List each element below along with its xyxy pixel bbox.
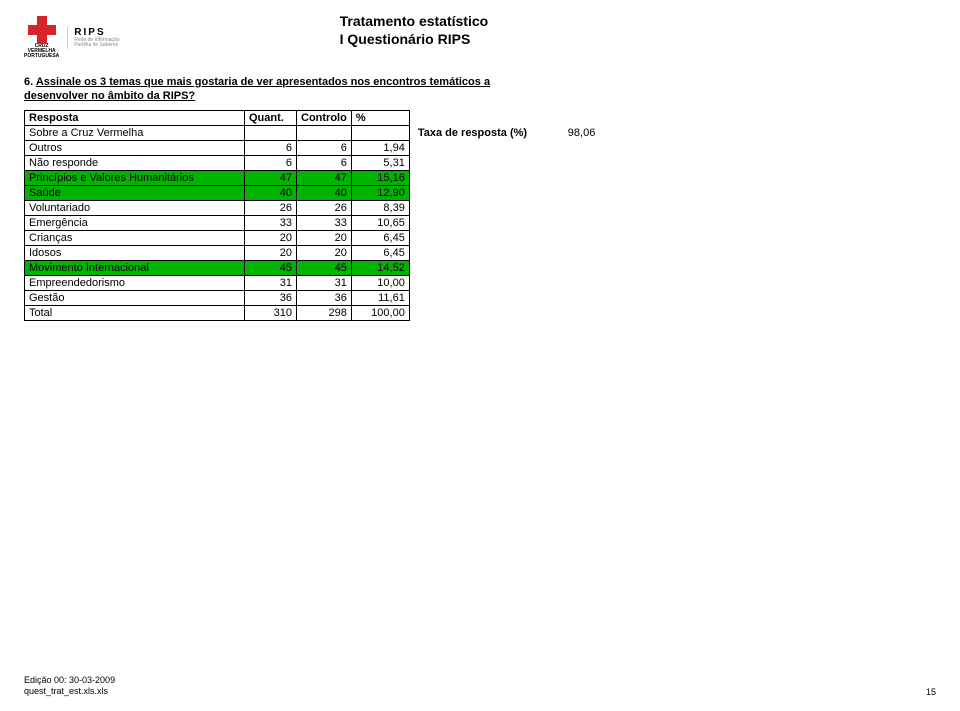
table-header-row: Resposta Quant. Controlo % [25,110,600,125]
cell-label: Idosos [25,245,245,260]
cell-controlo: 20 [297,245,352,260]
cell-controlo: 26 [297,200,352,215]
footer: Edição 00: 30-03-2009 quest_trat_est.xls… [24,675,115,697]
table-row: Crianças20206,45 [25,230,600,245]
cell-pct: 6,45 [351,230,409,245]
cell-quant: 6 [245,155,297,170]
cell-controlo: 6 [297,140,352,155]
rips-sub2: Partilha de Saberes [74,43,119,49]
cell-label: Saúde [25,185,245,200]
side-label: Taxa de resposta (%) [409,125,549,140]
cell-quant: 26 [245,200,297,215]
cell-quant: 20 [245,245,297,260]
cell-pct: 11,61 [351,290,409,305]
cell-quant: 33 [245,215,297,230]
cell-pct [351,125,409,140]
cell-label: Outros [25,140,245,155]
table-row: Outros661,94 [25,140,600,155]
question-text: 6. Assinale os 3 temas que mais gostaria… [24,75,740,104]
table-row: Princípios e Valores Humanitários474715,… [25,170,600,185]
cell-label: Movimento Internacional [25,260,245,275]
table-row: Não responde665,31 [25,155,600,170]
cell-controlo: 20 [297,230,352,245]
footer-filename: quest_trat_est.xls.xls [24,686,115,697]
content-area: 6. Assinale os 3 temas que mais gostaria… [0,59,740,321]
cell-controlo: 45 [297,260,352,275]
table-row: Total310298100,00 [25,305,600,320]
cell-pct: 1,94 [351,140,409,155]
col-header-controlo: Controlo [297,110,352,125]
cell-pct: 5,31 [351,155,409,170]
cell-label: Princípios e Valores Humanitários [25,170,245,185]
col-header-pct: % [351,110,409,125]
table-row: Saúde404012,90 [25,185,600,200]
rips-logo: RIPS Rede de Informação Partilha de Sabe… [67,27,119,49]
cell-pct: 8,39 [351,200,409,215]
page-number: 15 [926,687,936,697]
cell-pct: 14,52 [351,260,409,275]
cell-pct: 12,90 [351,185,409,200]
cell-quant: 6 [245,140,297,155]
cell-label: Empreendedorismo [25,275,245,290]
cell-controlo: 31 [297,275,352,290]
cell-quant: 31 [245,275,297,290]
footer-edition: Edição 00: 30-03-2009 [24,675,115,686]
cell-controlo: 6 [297,155,352,170]
col-header-resposta: Resposta [25,110,245,125]
table-row: Gestão363611,61 [25,290,600,305]
cell-quant: 47 [245,170,297,185]
table-row: Idosos20206,45 [25,245,600,260]
cell-controlo: 36 [297,290,352,305]
cell-quant: 40 [245,185,297,200]
cell-controlo [297,125,352,140]
red-cross-icon [28,16,56,44]
cell-quant: 310 [245,305,297,320]
cell-controlo: 298 [297,305,352,320]
cell-controlo: 33 [297,215,352,230]
logo-area: CRUZ VERMELHA PORTUGUESA RIPS Rede de In… [24,16,120,59]
col-header-quant: Quant. [245,110,297,125]
cvp-text-3: PORTUGUESA [24,54,59,59]
document-title: Tratamento estatístico I Questionário RI… [340,12,489,48]
title-line-2: I Questionário RIPS [340,30,489,48]
cell-quant: 20 [245,230,297,245]
cell-quant: 45 [245,260,297,275]
cell-pct: 10,00 [351,275,409,290]
page-header: CRUZ VERMELHA PORTUGUESA RIPS Rede de In… [0,0,960,59]
cvp-logo: CRUZ VERMELHA PORTUGUESA [24,16,59,59]
cell-label: Sobre a Cruz Vermelha [25,125,245,140]
table-row: Sobre a Cruz Vermelha Taxa de resposta (%… [25,125,600,140]
cell-label: Emergência [25,215,245,230]
table-row: Movimento Internacional454514,52 [25,260,600,275]
cell-label: Gestão [25,290,245,305]
question-number: 6. [24,76,36,88]
side-value: 98,06 [549,125,599,140]
results-table: Resposta Quant. Controlo % Sobre a Cruz … [24,110,600,321]
cell-label: Total [25,305,245,320]
table-row: Empreendedorismo313110,00 [25,275,600,290]
title-line-1: Tratamento estatístico [340,12,489,30]
cell-pct: 10,65 [351,215,409,230]
table-row: Emergência333310,65 [25,215,600,230]
cell-controlo: 47 [297,170,352,185]
cell-controlo: 40 [297,185,352,200]
cell-label: Voluntariado [25,200,245,215]
table-row: Voluntariado26268,39 [25,200,600,215]
cell-label: Crianças [25,230,245,245]
cell-quant [245,125,297,140]
cell-pct: 6,45 [351,245,409,260]
cell-quant: 36 [245,290,297,305]
question-line1: Assinale os 3 temas que mais gostaria de… [36,76,490,88]
cell-label: Não responde [25,155,245,170]
rips-word: RIPS [74,27,119,38]
cell-pct: 15,16 [351,170,409,185]
cell-pct: 100,00 [351,305,409,320]
question-line2: desenvolver no âmbito da RIPS? [24,90,195,102]
